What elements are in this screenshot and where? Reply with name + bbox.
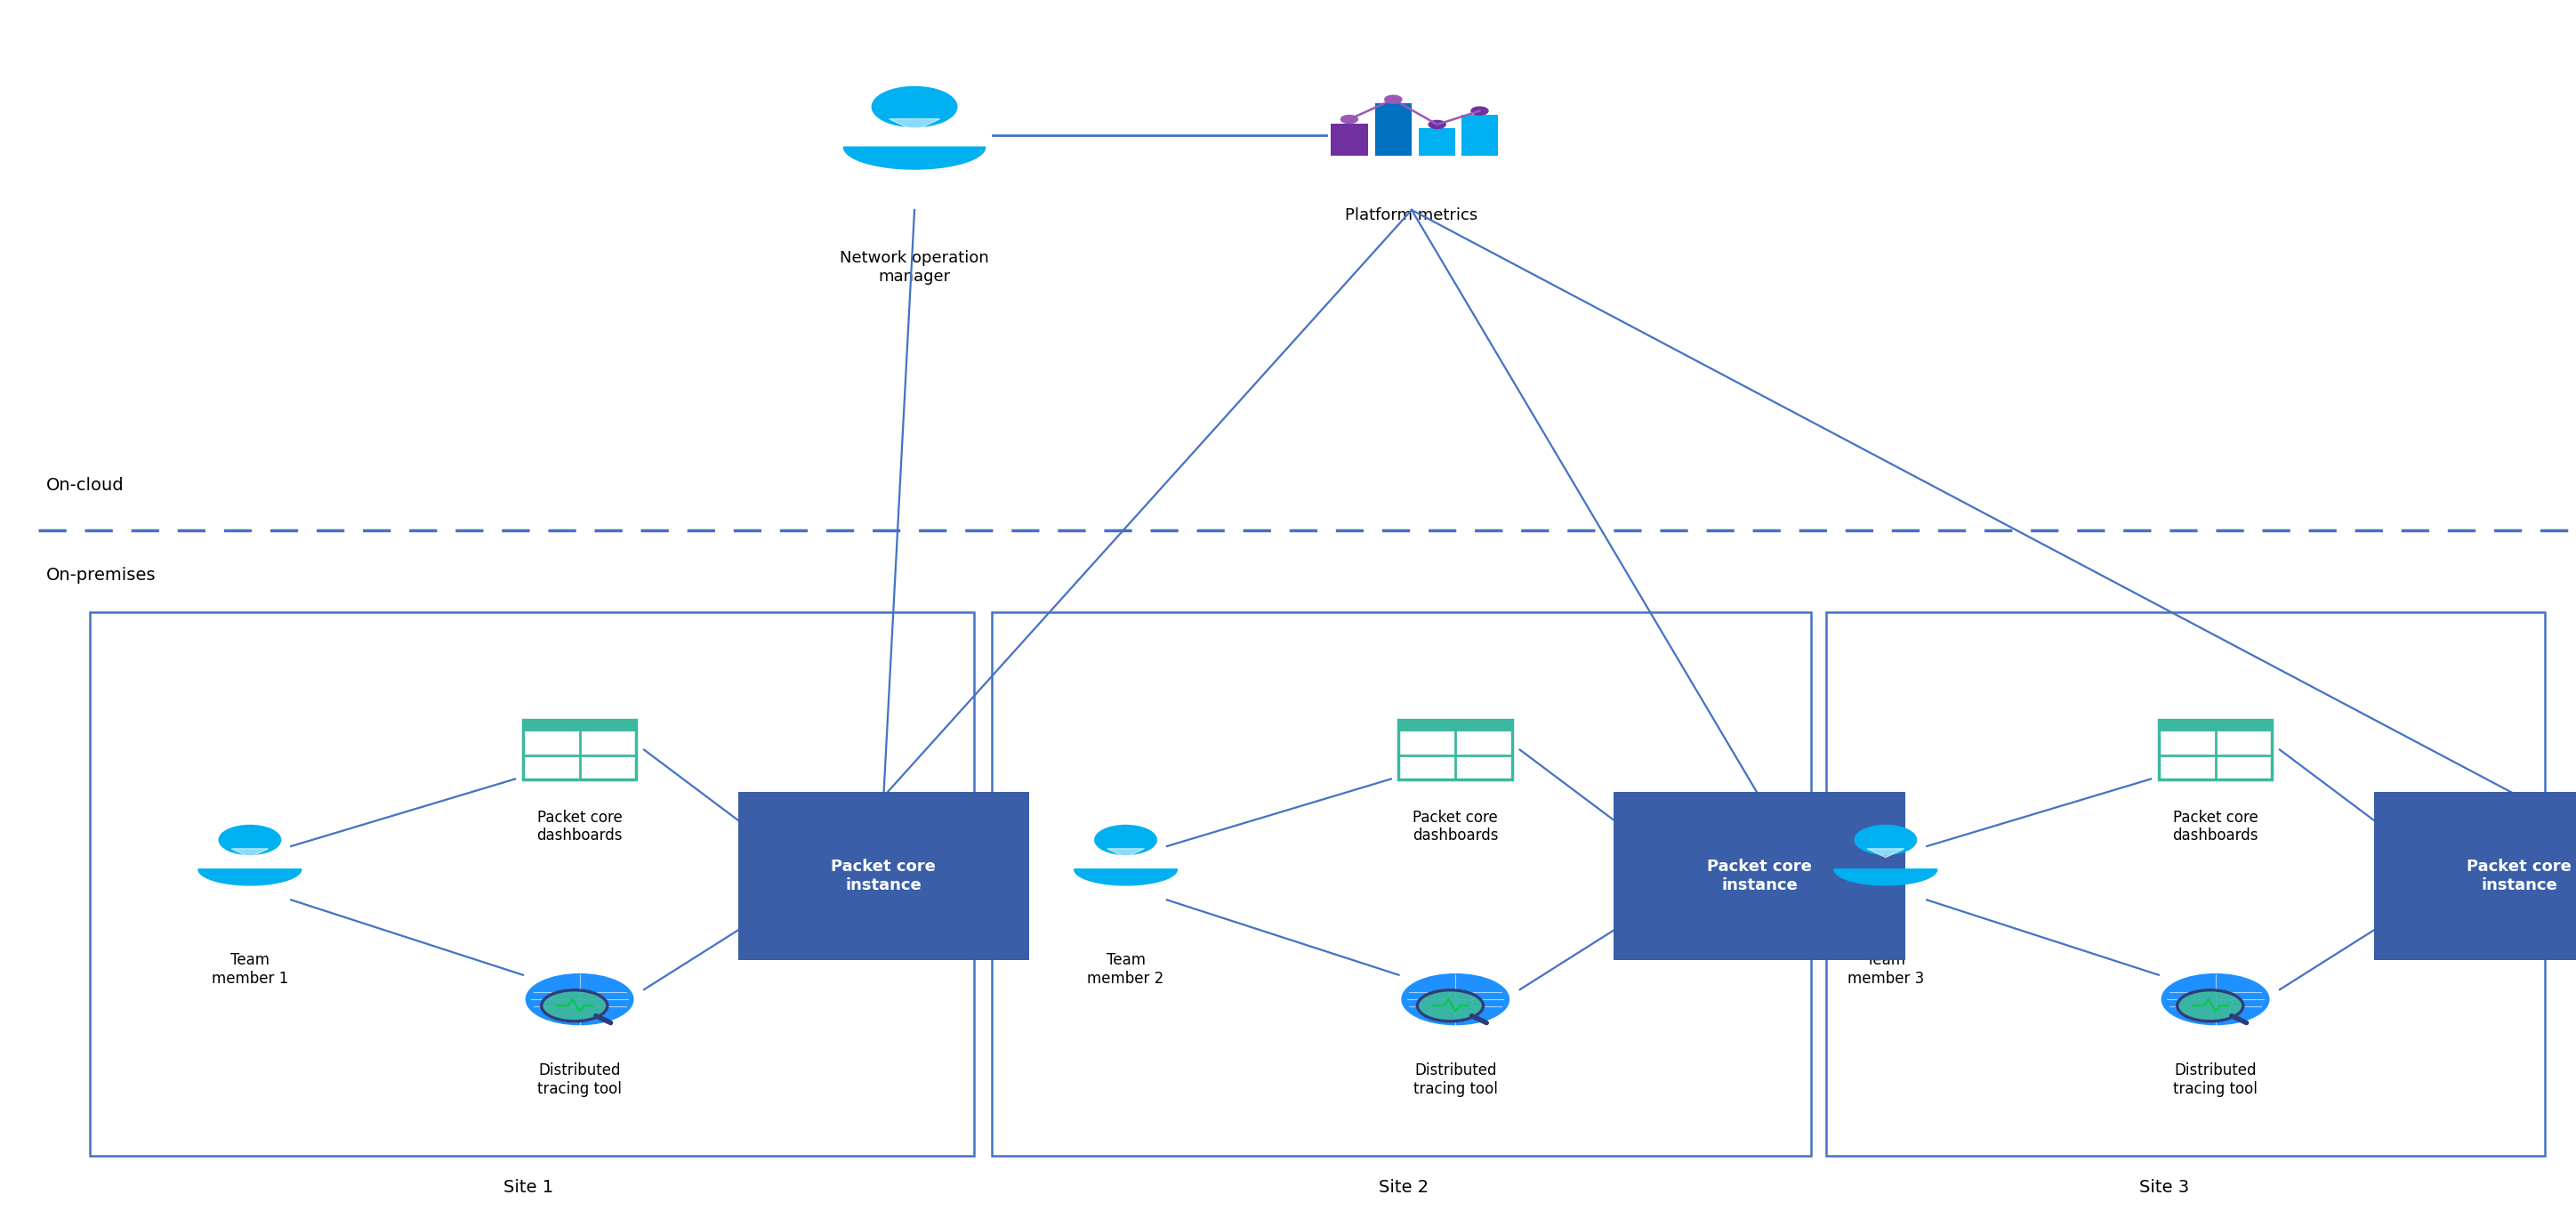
FancyBboxPatch shape: [1461, 115, 1499, 156]
Text: Packet core
instance: Packet core instance: [832, 858, 935, 894]
Polygon shape: [1074, 869, 1177, 885]
Circle shape: [2177, 990, 2244, 1022]
Circle shape: [1386, 95, 1401, 104]
Text: Packet core
dashboards: Packet core dashboards: [1412, 809, 1499, 844]
Circle shape: [219, 825, 281, 855]
Polygon shape: [1108, 848, 1144, 857]
Circle shape: [1471, 107, 1489, 115]
FancyBboxPatch shape: [737, 791, 1028, 959]
Polygon shape: [842, 147, 984, 169]
Text: Site 1: Site 1: [502, 1179, 554, 1196]
Circle shape: [871, 87, 958, 127]
FancyBboxPatch shape: [1419, 128, 1455, 156]
Circle shape: [1417, 990, 1484, 1022]
FancyBboxPatch shape: [1826, 612, 2545, 1156]
Circle shape: [1855, 825, 1917, 855]
FancyBboxPatch shape: [2372, 791, 2576, 959]
Circle shape: [1430, 121, 1445, 128]
Polygon shape: [1834, 869, 1937, 885]
FancyBboxPatch shape: [1332, 123, 1368, 156]
Text: Distributed
tracing tool: Distributed tracing tool: [538, 1063, 621, 1097]
Circle shape: [541, 990, 608, 1022]
FancyBboxPatch shape: [2159, 720, 2272, 779]
Text: On-cloud: On-cloud: [46, 477, 124, 494]
Text: Site 3: Site 3: [2138, 1179, 2190, 1196]
Polygon shape: [1868, 848, 1904, 857]
Text: Team
member 3: Team member 3: [1847, 952, 1924, 987]
Text: Network operation
manager: Network operation manager: [840, 250, 989, 284]
Text: Team
member 2: Team member 2: [1087, 952, 1164, 987]
Polygon shape: [889, 119, 940, 130]
Polygon shape: [198, 869, 301, 885]
FancyBboxPatch shape: [1399, 720, 1512, 731]
Text: On-premises: On-premises: [46, 567, 157, 584]
FancyBboxPatch shape: [2159, 720, 2272, 731]
Text: Distributed
tracing tool: Distributed tracing tool: [1414, 1063, 1497, 1097]
Polygon shape: [232, 848, 268, 857]
FancyBboxPatch shape: [1613, 791, 1906, 959]
Text: Packet core
instance: Packet core instance: [1708, 858, 1811, 894]
Text: Distributed
tracing tool: Distributed tracing tool: [2174, 1063, 2257, 1097]
Circle shape: [1401, 974, 1510, 1025]
Text: Team
member 1: Team member 1: [211, 952, 289, 987]
FancyBboxPatch shape: [90, 612, 974, 1156]
Text: Packet core
dashboards: Packet core dashboards: [2172, 809, 2259, 844]
FancyBboxPatch shape: [1399, 720, 1512, 779]
Circle shape: [526, 974, 634, 1025]
Circle shape: [1095, 825, 1157, 855]
FancyBboxPatch shape: [1376, 104, 1412, 156]
Text: Packet core
dashboards: Packet core dashboards: [536, 809, 623, 844]
Circle shape: [2161, 974, 2269, 1025]
FancyBboxPatch shape: [523, 720, 636, 779]
FancyBboxPatch shape: [992, 612, 1811, 1156]
Circle shape: [1342, 116, 1358, 123]
Text: Site 2: Site 2: [1378, 1179, 1430, 1196]
Text: Platform metrics: Platform metrics: [1345, 207, 1479, 223]
Text: Packet core
instance: Packet core instance: [2468, 858, 2571, 894]
FancyBboxPatch shape: [523, 720, 636, 731]
